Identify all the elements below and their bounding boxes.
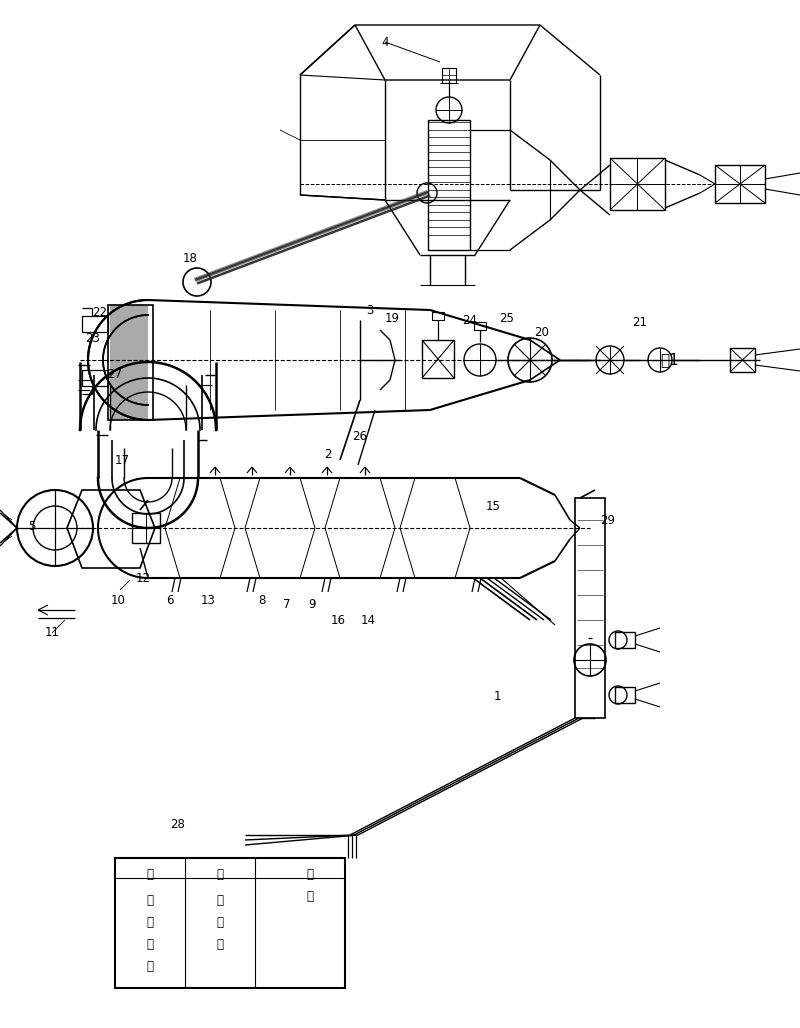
Text: 22: 22 [93, 306, 107, 320]
Text: 锅: 锅 [217, 893, 223, 907]
Text: 5: 5 [28, 520, 36, 534]
Text: 2: 2 [324, 448, 332, 462]
Text: 18: 18 [182, 252, 198, 264]
Bar [82, 370, 108, 386]
Text: 8: 8 [258, 593, 266, 607]
Bar [575, 498, 605, 718]
Bar [730, 348, 755, 372]
Bar [615, 687, 635, 703]
Text: 17: 17 [114, 453, 130, 467]
Text: 图1: 图1 [661, 353, 679, 367]
Text: 6: 6 [166, 593, 174, 607]
Bar [715, 166, 765, 203]
Text: 14: 14 [361, 614, 375, 626]
Text: 11: 11 [45, 626, 59, 639]
Bar [422, 340, 454, 378]
Text: 23: 23 [86, 331, 101, 344]
Text: 12: 12 [135, 572, 150, 585]
Text: 24: 24 [462, 314, 478, 327]
Text: 炉: 炉 [217, 939, 223, 952]
Text: 缩: 缩 [146, 916, 154, 928]
Bar [615, 632, 635, 648]
Polygon shape [110, 305, 148, 420]
Text: 压: 压 [146, 893, 154, 907]
Text: 机: 机 [146, 939, 154, 952]
Text: 10: 10 [110, 593, 126, 607]
Text: 1: 1 [494, 691, 501, 703]
Text: 4: 4 [382, 36, 389, 48]
Bar [108, 305, 153, 420]
Text: 20: 20 [534, 326, 550, 338]
Text: 19: 19 [385, 311, 399, 325]
Text: 炒: 炒 [217, 916, 223, 928]
Text: 7: 7 [283, 598, 290, 612]
Bar [474, 322, 486, 330]
Bar [442, 68, 456, 83]
Text: 机: 机 [306, 890, 314, 904]
Bar [432, 313, 444, 320]
Bar [115, 858, 345, 988]
Bar [428, 120, 470, 250]
Text: 9: 9 [308, 598, 316, 612]
Bar [82, 316, 108, 332]
Text: 26: 26 [353, 431, 367, 443]
Text: 15: 15 [486, 501, 501, 514]
Text: 25: 25 [499, 311, 514, 325]
Bar [610, 158, 665, 210]
Text: 27: 27 [107, 368, 122, 381]
Text: 29: 29 [601, 514, 615, 526]
Text: 3: 3 [366, 303, 374, 317]
Text: 制: 制 [306, 869, 314, 881]
Text: 21: 21 [633, 317, 647, 330]
Text: 28: 28 [170, 818, 186, 832]
Text: 空: 空 [146, 960, 154, 974]
Text: 16: 16 [330, 614, 346, 626]
Text: 气: 气 [146, 869, 154, 881]
Text: 热: 热 [217, 869, 223, 881]
Bar [132, 513, 160, 543]
Text: 13: 13 [201, 593, 215, 607]
